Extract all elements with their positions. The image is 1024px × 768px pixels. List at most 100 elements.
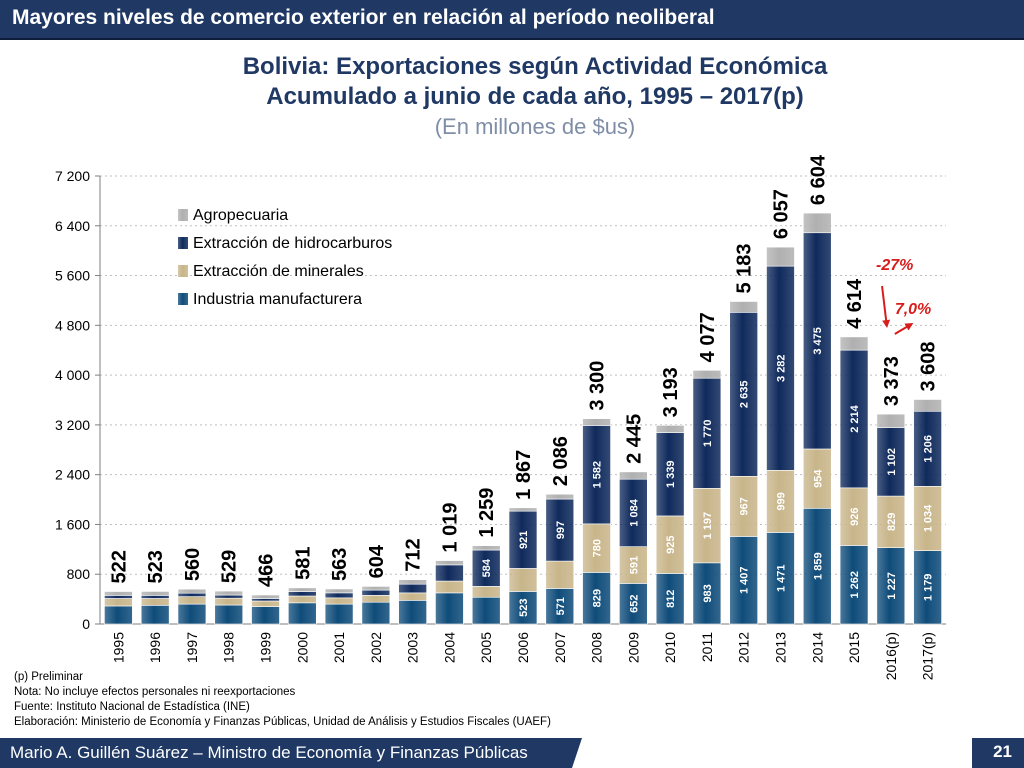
bar-segment-industria-manufacturera bbox=[214, 604, 244, 625]
segment-value-label: 999 bbox=[775, 492, 787, 510]
x-tick-label: 1998 bbox=[221, 632, 237, 663]
bar-segment-industria-manufacturera bbox=[508, 591, 538, 625]
bar-segment-industria-manufacturera bbox=[177, 603, 207, 625]
stacked-bar-chart: 0 800 1 600 2 400 3 200 4 000 4 800 5 600 6 400 7… bbox=[55, 154, 946, 680]
total-value-label: 2 445 bbox=[623, 414, 645, 464]
bar-segment-industria-manufacturera bbox=[582, 572, 611, 625]
total-value-label: 466 bbox=[256, 554, 278, 587]
legend-swatch bbox=[178, 293, 188, 305]
total-value-label: 522 bbox=[108, 550, 130, 583]
bar-segment-extracci-n-de-hidrocarburos bbox=[140, 595, 170, 599]
bar-segment-industria-manufacturera bbox=[729, 536, 758, 625]
x-tick-label: 2000 bbox=[294, 632, 310, 663]
chart-title: Bolivia: Exportaciones según Actividad E… bbox=[140, 52, 930, 112]
bar-segment-extracci-n-de-minerales bbox=[140, 598, 170, 606]
total-value-label: 1 867 bbox=[513, 450, 535, 500]
bar-segment-extracci-n-de-minerales bbox=[361, 595, 391, 603]
segment-value-label: 584 bbox=[481, 558, 493, 577]
total-value-label: 3 300 bbox=[587, 361, 609, 411]
x-tick-label: 2005 bbox=[478, 632, 494, 663]
bar-segment-extracci-n-de-minerales bbox=[177, 596, 207, 605]
change-annotation: 7,0% bbox=[895, 301, 931, 318]
legend-entry: Extracción de hidrocarburos bbox=[193, 235, 392, 252]
y-tick-label: 800 bbox=[67, 566, 91, 582]
segment-value-label: 1 034 bbox=[923, 504, 935, 532]
footnote: (p) Preliminar bbox=[14, 671, 84, 683]
bar-segment-extracci-n-de-hidrocarburos bbox=[104, 595, 133, 599]
legend-swatch bbox=[178, 265, 188, 277]
segment-value-label: 1 471 bbox=[775, 564, 787, 592]
bar-segment-agropecuaria bbox=[214, 590, 244, 596]
bar-segment-extracci-n-de-hidrocarburos bbox=[655, 432, 685, 517]
bar-segment-agropecuaria bbox=[802, 212, 832, 234]
bar-segment-extracci-n-de-minerales bbox=[545, 560, 575, 589]
bar-segment-extracci-n-de-minerales bbox=[655, 515, 685, 574]
x-tick-label: 2010 bbox=[662, 632, 678, 663]
bar-segment-agropecuaria bbox=[324, 588, 354, 594]
segment-value-label: 1 770 bbox=[702, 420, 714, 448]
segment-value-label: 1 197 bbox=[702, 512, 714, 540]
bar-segment-extracci-n-de-hidrocarburos bbox=[288, 591, 317, 597]
segment-value-label: 571 bbox=[555, 597, 567, 615]
bar-segment-extracci-n-de-hidrocarburos bbox=[692, 377, 722, 489]
bar-segment-industria-manufacturera bbox=[545, 588, 575, 625]
footer-author: Mario A. Guillén Suárez – Ministro de Ec… bbox=[10, 743, 528, 762]
segment-value-label: 523 bbox=[518, 599, 530, 617]
bar-segment-extracci-n-de-hidrocarburos bbox=[545, 498, 575, 562]
bar-segment-agropecuaria bbox=[471, 545, 501, 551]
total-value-label: 3 373 bbox=[881, 356, 903, 406]
change-annotation: -27% bbox=[876, 257, 913, 274]
bar-segment-industria-manufacturera bbox=[324, 603, 354, 625]
segment-value-label: 652 bbox=[628, 595, 640, 613]
x-tick-label: 2014 bbox=[809, 632, 825, 663]
y-tick-label: 7 200 bbox=[55, 168, 90, 184]
x-tick-label: 2001 bbox=[331, 632, 347, 663]
x-tick-label: 2012 bbox=[736, 632, 752, 663]
bar-segment-industria-manufacturera bbox=[471, 596, 501, 625]
footnote: Fuente: Instituto Nacional de Estadístic… bbox=[14, 701, 250, 713]
bar-segment-agropecuaria bbox=[766, 246, 795, 267]
segment-value-label: 1 859 bbox=[812, 552, 824, 580]
bar-segment-agropecuaria bbox=[288, 587, 317, 592]
bar-segment-extracci-n-de-minerales bbox=[839, 487, 869, 546]
segment-value-label: 967 bbox=[739, 497, 751, 515]
segment-value-label: 983 bbox=[702, 584, 714, 602]
bars bbox=[104, 212, 942, 625]
data-labels: 522 523 560 529 466 581 563 604 712 1 019 584 1 259… bbox=[108, 154, 939, 617]
bar-segment-industria-manufacturera bbox=[655, 573, 685, 625]
x-tick-label: 1996 bbox=[147, 632, 163, 663]
segment-value-label: 925 bbox=[665, 536, 677, 554]
segment-value-label: 829 bbox=[592, 589, 604, 607]
header-banner-text: Mayores niveles de comercio exterior en … bbox=[12, 6, 715, 29]
total-value-label: 3 193 bbox=[660, 367, 682, 417]
total-value-label: 1 019 bbox=[439, 503, 461, 553]
bar-segment-industria-manufacturera bbox=[288, 602, 317, 625]
segment-value-label: 1 179 bbox=[923, 574, 935, 602]
total-value-label: 604 bbox=[366, 544, 388, 578]
bar-segment-extracci-n-de-minerales bbox=[251, 600, 280, 607]
bar-segment-extracci-n-de-minerales bbox=[729, 475, 758, 537]
segment-value-label: 3 282 bbox=[775, 354, 787, 382]
bar-segment-extracci-n-de-hidrocarburos bbox=[398, 583, 427, 594]
header-banner: Mayores niveles de comercio exterior en … bbox=[0, 0, 1024, 40]
legend-swatch bbox=[178, 237, 188, 249]
y-tick-label: 0 bbox=[82, 616, 90, 632]
bar-segment-extracci-n-de-minerales bbox=[766, 470, 795, 533]
bar-segment-agropecuaria bbox=[692, 370, 722, 379]
segment-value-label: 926 bbox=[849, 507, 861, 525]
total-value-label: 712 bbox=[403, 538, 425, 571]
total-value-label: 2 086 bbox=[550, 436, 572, 486]
bar-segment-extracci-n-de-hidrocarburos bbox=[913, 410, 942, 487]
x-tick-label: 2017(p) bbox=[920, 632, 936, 680]
legend-entry: Industria manufacturera bbox=[193, 291, 362, 308]
change-arrow bbox=[881, 285, 891, 328]
bar-segment-extracci-n-de-hidrocarburos bbox=[508, 510, 538, 569]
total-value-label: 6 604 bbox=[807, 154, 829, 205]
bar-segment-extracci-n-de-hidrocarburos bbox=[435, 564, 464, 582]
segment-value-label: 1 084 bbox=[628, 498, 640, 526]
page-number: 21 bbox=[993, 742, 1012, 761]
segment-value-label: 3 475 bbox=[812, 327, 824, 355]
x-axis: 1995 1996 1997 1998 1999 2000 2001 2002 2003 2004… bbox=[110, 632, 935, 680]
bar-segment-extracci-n-de-minerales bbox=[692, 488, 722, 564]
bar-segment-extracci-n-de-minerales bbox=[913, 486, 942, 551]
